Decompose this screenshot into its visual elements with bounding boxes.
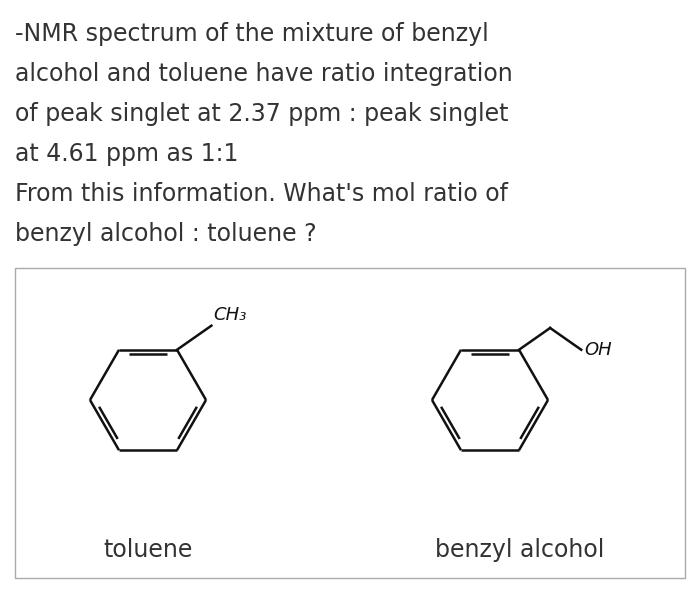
Text: From this information. What's mol ratio of: From this information. What's mol ratio … [15, 182, 508, 206]
Text: benzyl alcohol: benzyl alcohol [435, 538, 605, 562]
Text: OH: OH [584, 341, 612, 359]
Text: CH₃: CH₃ [214, 306, 247, 324]
Text: of peak singlet at 2.37 ppm : peak singlet: of peak singlet at 2.37 ppm : peak singl… [15, 102, 508, 126]
Text: toluene: toluene [104, 538, 192, 562]
Text: alcohol and toluene have ratio integration: alcohol and toluene have ratio integrati… [15, 62, 512, 86]
Text: -NMR spectrum of the mixture of benzyl: -NMR spectrum of the mixture of benzyl [15, 22, 489, 46]
Text: benzyl alcohol : toluene ?: benzyl alcohol : toluene ? [15, 222, 316, 246]
Text: at 4.61 ppm as 1:1: at 4.61 ppm as 1:1 [15, 142, 239, 166]
Bar [15, 268, 685, 578]
